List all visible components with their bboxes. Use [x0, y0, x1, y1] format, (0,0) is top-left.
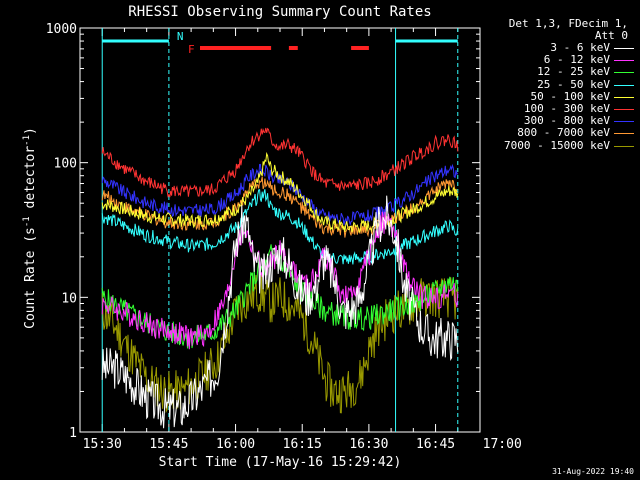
legend-entry: 300 - 800 keV — [480, 115, 640, 127]
legend-entry-label: 25 - 50 keV — [537, 77, 610, 91]
legend-entry: 50 - 100 keV — [480, 89, 640, 103]
legend-swatch — [614, 108, 634, 110]
legend-entry: 25 - 50 keV — [480, 77, 640, 91]
legend-entry: 800 - 7000 keV — [480, 127, 640, 139]
y-tick-label: 100 — [54, 157, 77, 172]
legend-entry-label: 300 - 800 keV — [523, 114, 610, 128]
legend-header-line1: Det 1,3, FDecim 1, — [508, 17, 628, 30]
legend-swatch — [614, 133, 634, 135]
x-tick-label: 16:15 — [283, 437, 322, 452]
legend-entry-label: 6 - 12 keV — [543, 53, 610, 67]
x-tick-label: 16:30 — [349, 437, 388, 452]
legend-entry: 3 - 6 keV — [480, 42, 640, 54]
y-tick-label: 1 — [69, 426, 77, 441]
x-tick-label: 15:45 — [149, 437, 188, 452]
status-bar-n — [395, 39, 458, 43]
plot-area: 1 10 100 1000 15:30 15:45 16:00 16:15 16:30 16:45… — [46, 22, 522, 452]
series-line — [101, 195, 459, 429]
legend-entry-label: 100 - 300 keV — [523, 101, 610, 115]
chart-title: RHESSI Observing Summary Count Rates — [128, 4, 431, 20]
x-axis-label: Start Time (17-May-16 15:29:42) — [159, 455, 402, 470]
legend-entry-label: 12 - 25 keV — [537, 65, 610, 79]
series-line — [101, 273, 459, 414]
legend-swatch — [614, 60, 634, 62]
status-bar-n — [102, 39, 169, 43]
x-tick-label: 16:45 — [416, 437, 455, 452]
status-bar-f — [288, 46, 298, 50]
legend-entry: 100 - 300 keV — [480, 101, 640, 115]
legend-swatch — [614, 48, 634, 49]
legend-swatch — [614, 121, 634, 123]
legend-entry-label: 800 - 7000 keV — [517, 126, 610, 140]
status-bar-label: N — [177, 30, 184, 43]
legend-swatch — [614, 72, 634, 74]
y-tick-label: 1000 — [46, 22, 77, 37]
status-bar-label: F — [188, 43, 195, 56]
x-tick-label: 15:30 — [83, 437, 122, 452]
legend-entry-label: 50 - 100 keV — [530, 89, 610, 103]
series-line — [101, 127, 459, 198]
legend-entry: 6 - 12 keV — [480, 54, 640, 66]
series-line — [101, 163, 459, 227]
timestamp: 31-Aug-2022 19:40 — [552, 467, 634, 476]
status-bar-f — [351, 46, 369, 50]
legend-swatch — [614, 96, 634, 98]
x-tick-label: 16:00 — [216, 437, 255, 452]
legend-swatch — [614, 84, 634, 86]
legend-entry-label: 7000 - 15000 keV — [504, 138, 610, 152]
legend-entry-label: 3 - 6 keV — [550, 41, 610, 54]
y-axis-label: Count Rate (s-1 detector-1) — [22, 127, 38, 329]
series-line — [101, 151, 459, 234]
legend-header-line2: Att 0 — [594, 29, 628, 42]
y-tick-label: 10 — [61, 291, 77, 306]
x-tick-label: 17:00 — [483, 437, 522, 452]
legend-swatch — [614, 145, 634, 147]
status-bar-f — [200, 46, 272, 50]
legend-entry: 12 - 25 keV — [480, 66, 640, 78]
legend: Det 1,3, FDecim 1, Att 0 3 - 6 keV 6 - 12… — [480, 18, 640, 152]
legend-entry: 7000 - 15000 keV — [480, 138, 640, 152]
